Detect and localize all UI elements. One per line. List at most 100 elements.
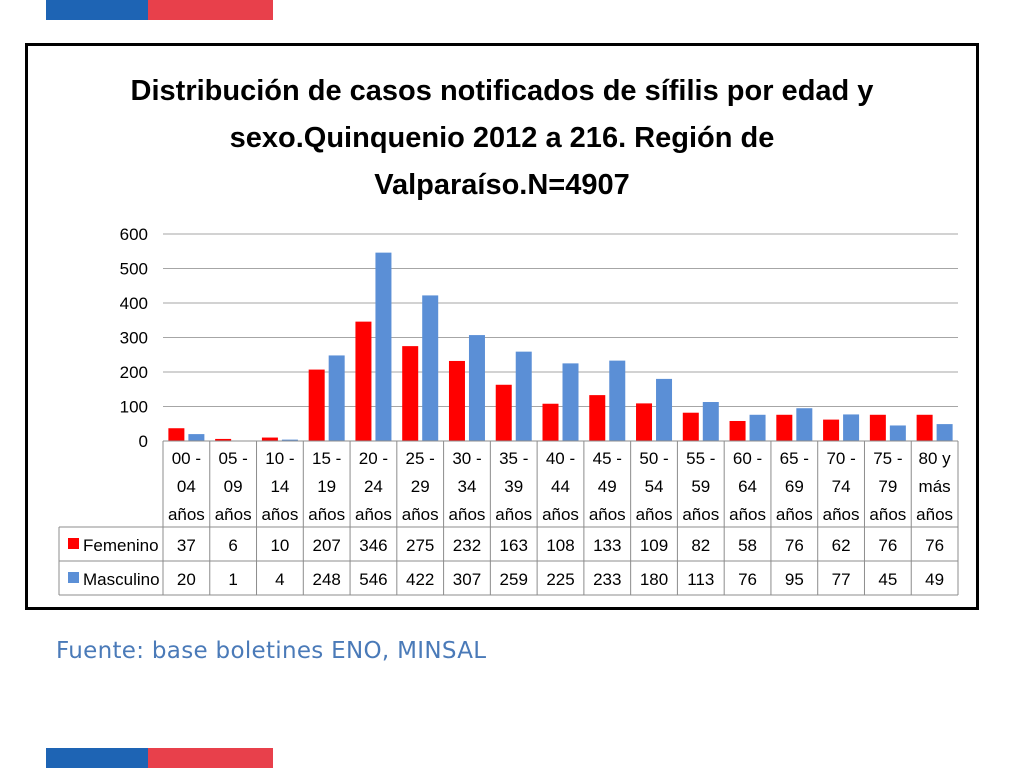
data-value-label: 77: [832, 570, 851, 589]
bar-masculino: [656, 378, 673, 441]
flag-blue-segment: [46, 748, 148, 768]
bar-masculino: [375, 252, 392, 441]
category-label: años: [215, 505, 252, 524]
data-value-label: 109: [640, 536, 668, 555]
category-label: 44: [551, 477, 570, 496]
category-label: años: [308, 505, 345, 524]
category-label: años: [682, 505, 719, 524]
bar-femenino: [776, 414, 793, 441]
data-value-label: 6: [228, 536, 237, 555]
bar-masculino: [562, 363, 579, 441]
bar-chart: Distribución de casos notificados de síf…: [58, 75, 959, 596]
legend-label: Masculino: [83, 570, 160, 589]
bar-femenino: [542, 403, 559, 441]
data-value-label: 307: [453, 570, 481, 589]
category-label: años: [449, 505, 486, 524]
data-value-label: 225: [546, 570, 574, 589]
category-label: 65 -: [780, 449, 809, 468]
data-value-label: 259: [500, 570, 528, 589]
data-value-label: 233: [593, 570, 621, 589]
chart-frame: Distribución de casos notificados de síf…: [25, 43, 979, 610]
data-value-label: 10: [270, 536, 289, 555]
category-label: 29: [411, 477, 430, 496]
category-label: años: [776, 505, 813, 524]
category-label: 40 -: [546, 449, 575, 468]
category-label: 19: [317, 477, 336, 496]
data-value-label: 346: [359, 536, 387, 555]
category-label: más: [919, 477, 951, 496]
category-label: 64: [738, 477, 757, 496]
category-label: años: [869, 505, 906, 524]
bar-femenino: [355, 321, 372, 441]
data-value-label: 76: [878, 536, 897, 555]
category-label: 49: [598, 477, 617, 496]
bar-masculino: [749, 414, 766, 441]
y-tick-label: 200: [120, 363, 148, 382]
bar-masculino: [609, 360, 626, 441]
data-value-label: 95: [785, 570, 804, 589]
bar-femenino: [682, 412, 699, 441]
bar-femenino: [589, 395, 606, 441]
category-label: años: [636, 505, 673, 524]
data-value-label: 113: [687, 570, 714, 589]
chart-title-line: sexo.Quinquenio 2012 a 216. Región de: [230, 122, 775, 154]
y-tick-label: 500: [120, 260, 148, 279]
category-label: 34: [458, 477, 477, 496]
category-label: años: [168, 505, 205, 524]
category-label: 80 y: [919, 449, 952, 468]
category-label: años: [542, 505, 579, 524]
category-label: 00 -: [172, 449, 201, 468]
data-value-label: 546: [359, 570, 387, 589]
bar-masculino: [936, 424, 953, 441]
category-label: años: [261, 505, 298, 524]
legend-label: Femenino: [83, 536, 159, 555]
data-value-label: 275: [406, 536, 434, 555]
category-label: 14: [270, 477, 289, 496]
legend-key-femenino: [68, 538, 79, 549]
category-label: 70 -: [826, 449, 855, 468]
bar-femenino: [916, 414, 933, 441]
bar-masculino: [422, 295, 439, 441]
bar-masculino: [702, 402, 719, 441]
bar-femenino: [495, 384, 512, 441]
y-tick-label: 0: [139, 432, 148, 451]
data-value-label: 207: [312, 536, 340, 555]
category-label: 35 -: [499, 449, 528, 468]
bar-femenino: [636, 403, 653, 441]
data-value-label: 58: [738, 536, 757, 555]
data-value-label: 76: [785, 536, 804, 555]
category-label: 10 -: [265, 449, 294, 468]
bar-masculino: [468, 335, 485, 441]
category-label: años: [589, 505, 626, 524]
bar-femenino: [168, 428, 185, 441]
category-label: 39: [504, 477, 523, 496]
category-label: 69: [785, 477, 804, 496]
bar-femenino: [823, 419, 840, 441]
data-value-label: 62: [832, 536, 851, 555]
y-tick-label: 400: [120, 294, 148, 313]
category-label: años: [916, 505, 953, 524]
category-label: 05 -: [218, 449, 247, 468]
category-label: 45 -: [593, 449, 622, 468]
data-value-label: 76: [925, 536, 944, 555]
data-value-label: 163: [500, 536, 528, 555]
data-value-label: 1: [228, 570, 237, 589]
category-label: años: [355, 505, 392, 524]
data-value-label: 108: [546, 536, 574, 555]
category-label: 50 -: [639, 449, 668, 468]
flag-blue-segment: [46, 0, 148, 20]
bar-femenino: [448, 360, 465, 441]
category-label: 54: [645, 477, 664, 496]
data-value-label: 20: [177, 570, 196, 589]
category-label: 24: [364, 477, 383, 496]
bar-femenino: [402, 346, 419, 441]
category-label: 15 -: [312, 449, 341, 468]
data-value-label: 76: [738, 570, 757, 589]
bar-femenino: [261, 437, 278, 441]
category-label: 04: [177, 477, 196, 496]
category-label: 75 -: [873, 449, 902, 468]
bar-masculino: [328, 355, 345, 441]
y-tick-label: 300: [120, 329, 148, 348]
category-label: 60 -: [733, 449, 762, 468]
chart-title-line: Distribución de casos notificados de síf…: [131, 75, 874, 107]
